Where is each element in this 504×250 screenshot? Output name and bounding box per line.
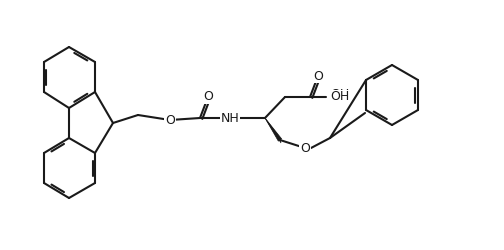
Text: OH: OH — [330, 90, 349, 104]
Text: O: O — [203, 90, 213, 104]
Text: NH: NH — [221, 112, 239, 126]
Text: O: O — [165, 114, 175, 126]
Polygon shape — [265, 118, 282, 141]
Text: O: O — [203, 90, 213, 102]
Text: O: O — [313, 70, 323, 82]
Text: O: O — [165, 114, 175, 126]
Text: OH: OH — [330, 88, 349, 102]
Text: O: O — [313, 68, 323, 82]
Text: O: O — [300, 142, 310, 154]
Text: O: O — [300, 142, 310, 154]
Polygon shape — [265, 118, 281, 143]
Text: NH: NH — [221, 112, 239, 124]
